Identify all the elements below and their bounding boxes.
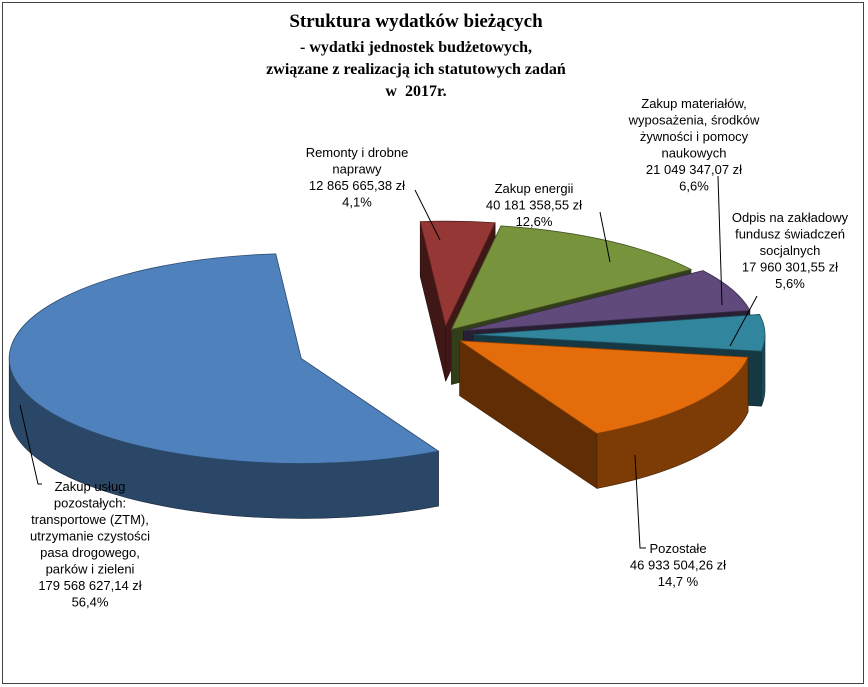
slice-label-line: utrzymanie czystości <box>30 529 150 544</box>
chart-subtitle-line-1: - wydatki jednostek budżetowych, <box>300 39 532 56</box>
slice-amount: 21 049 347,07 zł <box>646 162 742 177</box>
chart-subtitle-line-2: związane z realizacją ich statutowych za… <box>266 61 566 78</box>
leader-lines <box>19 175 758 549</box>
slice-amount: 40 181 358,55 zł <box>486 198 582 213</box>
slice-top-pozostale <box>458 340 749 434</box>
chart-title: Struktura wydatków bieżących <box>289 11 543 32</box>
leader-zfss <box>729 295 758 347</box>
slice-percent: 56,4% <box>72 595 109 610</box>
pie-slices <box>8 220 766 519</box>
slice-label-zfss: Odpis na zakładowy fundusz świadczeńsocja… <box>732 210 849 291</box>
slice-label-line: wyposażenia, środków <box>628 113 760 128</box>
slice-top-zfss <box>472 314 766 352</box>
slice-label-line: pasa drogowego, <box>40 545 140 560</box>
leader-pozostale <box>634 454 646 549</box>
leader-uslugi <box>19 404 42 485</box>
slice-label-line: fundusz świadczeń <box>735 227 845 242</box>
slice-label-line: transportowe (ZTM), <box>31 512 149 527</box>
slice-top-energia <box>450 225 693 331</box>
slice-percent: 14,7 % <box>658 574 699 589</box>
slice-label-line: pozostałych: <box>54 496 126 511</box>
slice-pozostale <box>458 340 749 489</box>
slice-percent: 12,6% <box>516 214 553 229</box>
slice-amount: 12 865 665,38 zł <box>309 178 405 193</box>
slice-label-line: Zakup materiałów, <box>641 96 747 111</box>
slice-label-line: Pozostałe <box>649 541 706 556</box>
slice-label-uslugi: Zakup usług pozostałych:transportowe (ZTM… <box>30 479 150 610</box>
slice-uslugi <box>8 253 440 519</box>
slice-label-line: Zakup usług <box>55 479 126 494</box>
slice-label-line: Zakup energii <box>495 181 574 196</box>
slice-percent: 6,6% <box>679 179 709 194</box>
chart-title-group: Struktura wydatków bieżących - wydatki j… <box>266 11 566 100</box>
slice-label-line: naukowych <box>661 146 726 161</box>
slice-label-materialy: Zakup materiałów, wyposażenia, środkówżyw… <box>628 96 760 194</box>
slice-amount: 46 933 504,26 zł <box>630 558 726 573</box>
leader-materialy <box>717 175 723 306</box>
slice-label-line: socjalnych <box>760 243 821 258</box>
slice-amount: 179 568 627,14 zł <box>38 578 141 593</box>
slice-amount: 17 960 301,55 zł <box>742 260 838 275</box>
slice-top-remonty <box>419 220 496 328</box>
slice-top-uslugi <box>8 253 440 464</box>
leader-energia <box>599 211 611 263</box>
slice-percent: 4,1% <box>342 195 372 210</box>
slice-label-line: naprawy <box>332 162 382 177</box>
slice-label-line: żywności i pomocy <box>640 129 749 144</box>
slice-label-line: Odpis na zakładowy <box>732 210 849 225</box>
slice-label-line: parków i zieleni <box>46 562 135 577</box>
leader-remonty <box>414 189 441 241</box>
slice-label-line: Remonty i drobne <box>306 145 409 160</box>
chart-subtitle-line-3: w 2017r. <box>385 83 446 100</box>
slice-percent: 5,6% <box>775 276 805 291</box>
